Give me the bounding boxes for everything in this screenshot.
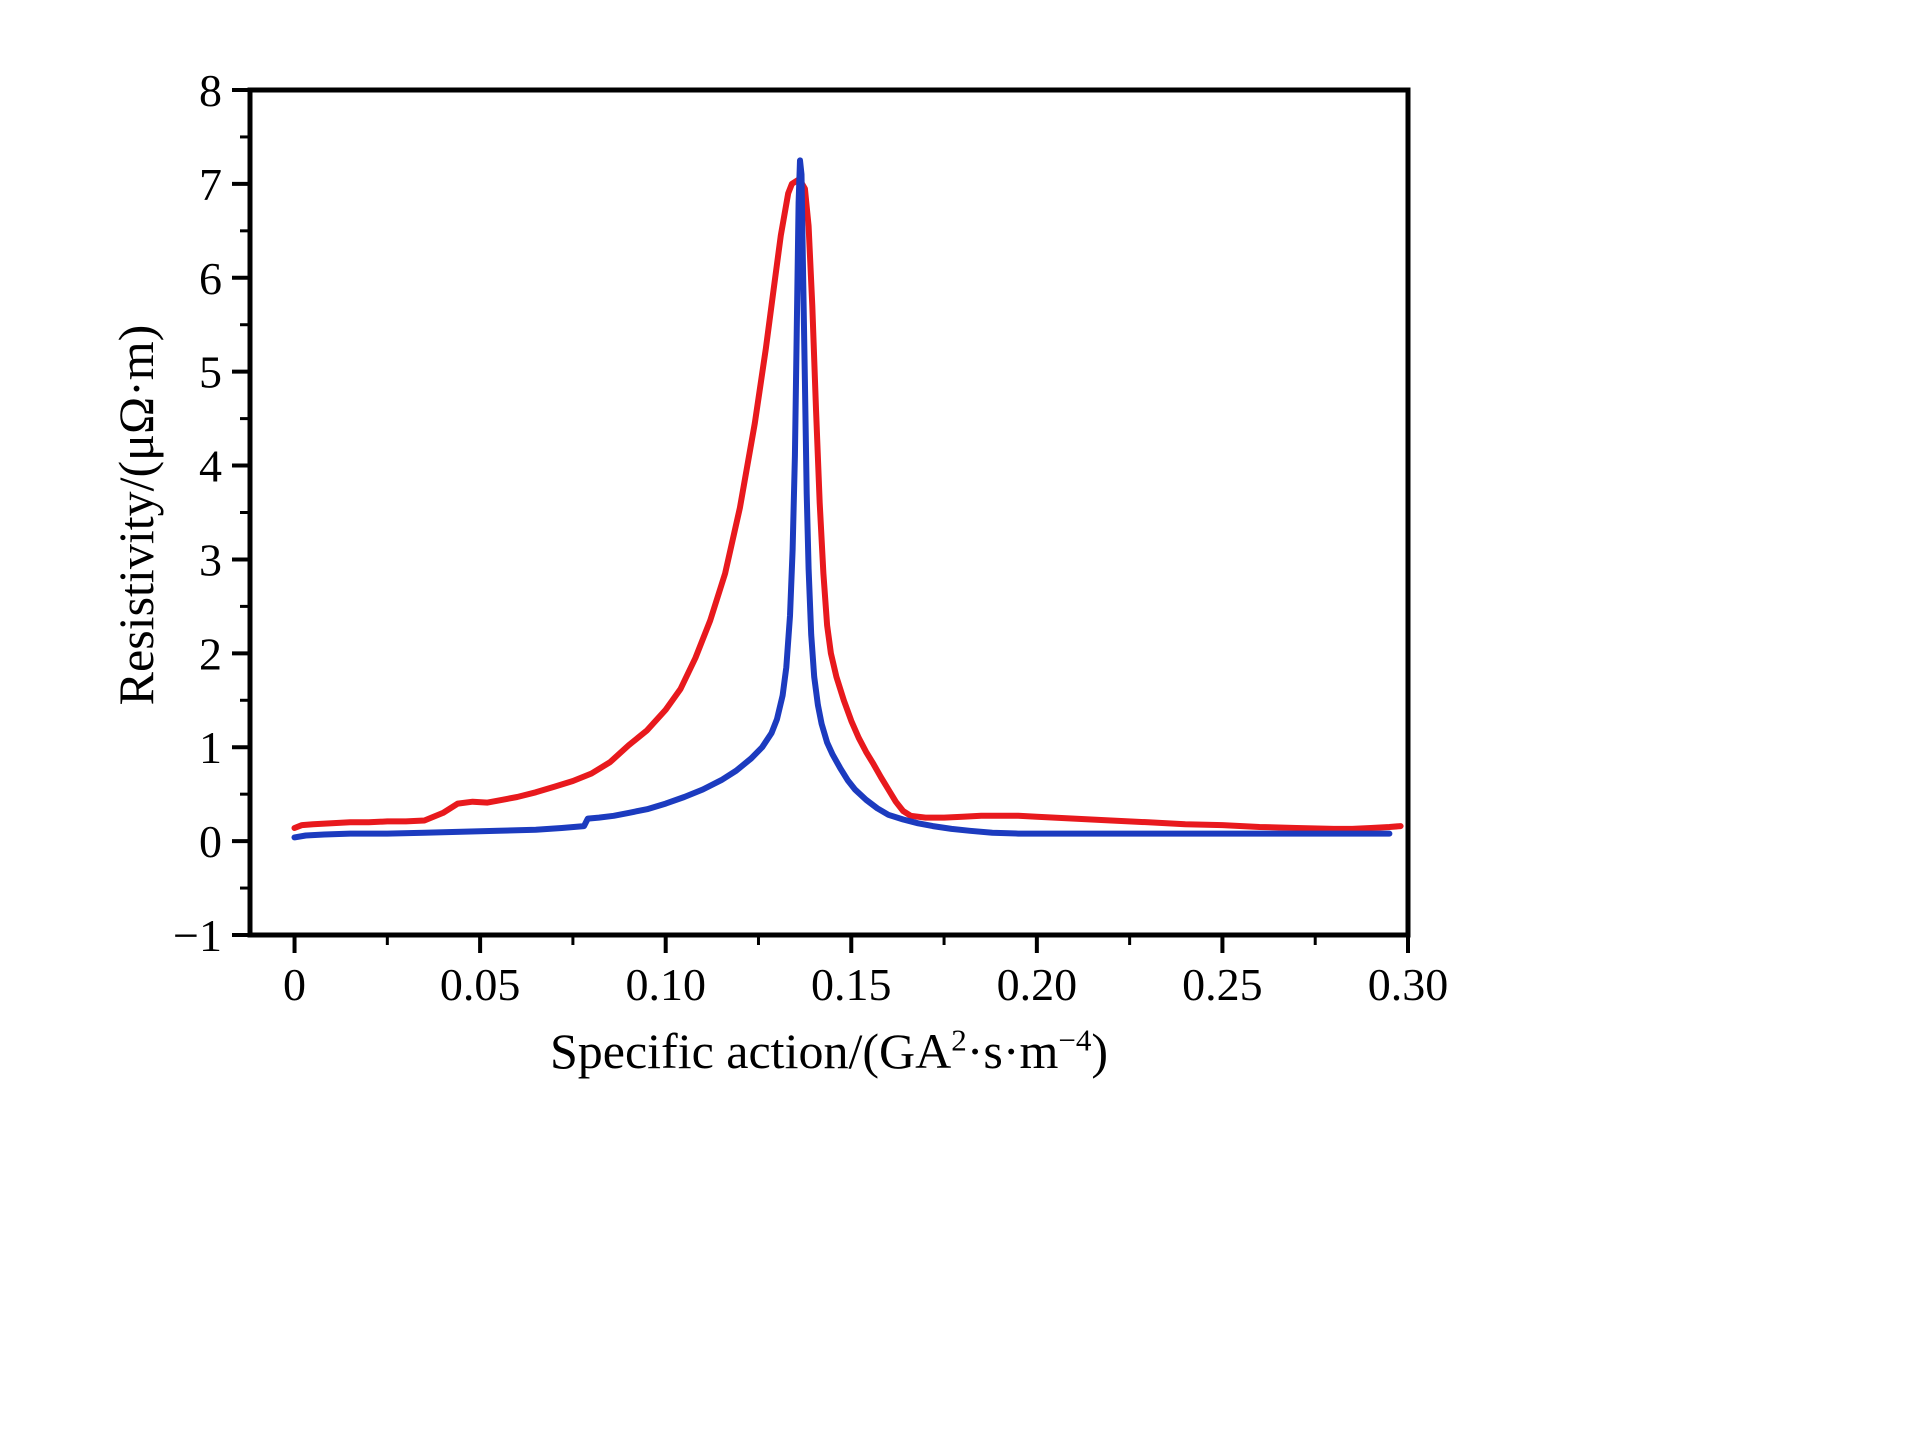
y-tick-label: 6 bbox=[199, 253, 222, 304]
y-tick-label: 0 bbox=[199, 816, 222, 867]
y-axis-title: Resistivity/(μΩ·m) bbox=[107, 325, 165, 706]
y-tick-label: 2 bbox=[199, 628, 222, 679]
y-tick-label: 8 bbox=[199, 65, 222, 116]
x-tick-label: 0.10 bbox=[625, 959, 706, 1010]
y-tick-label: 5 bbox=[199, 347, 222, 398]
x-axis-title-exponent: 2 bbox=[951, 1022, 967, 1058]
x-tick-label: 0.25 bbox=[1182, 959, 1263, 1010]
x-axis-title-neg-exponent: −4 bbox=[1058, 1022, 1092, 1058]
x-tick-label: 0.05 bbox=[440, 959, 521, 1010]
plot-frame bbox=[247, 87, 1411, 938]
y-tick-label: 1 bbox=[199, 722, 222, 773]
x-axis-title: Specific action/(GA2·s·m−4) bbox=[250, 1022, 1408, 1080]
y-tick-label: 7 bbox=[199, 159, 222, 210]
x-axis-title-prefix: Specific action/(GA bbox=[549, 1023, 952, 1079]
y-tick-label: −1 bbox=[173, 910, 222, 961]
y-tick-label: 3 bbox=[199, 534, 222, 585]
red-curve-line bbox=[291, 176, 1404, 832]
x-tick-label: 0.20 bbox=[997, 959, 1078, 1010]
y-axis-title-text: Resistivity/(μΩ·m) bbox=[108, 324, 164, 706]
y-tick-label: 4 bbox=[199, 441, 222, 492]
x-tick-label: 0.30 bbox=[1368, 959, 1449, 1010]
x-axis-title-middle: ·s·m bbox=[966, 1023, 1059, 1079]
blue-curve-line bbox=[291, 157, 1393, 841]
x-axis-title-suffix: ) bbox=[1091, 1023, 1109, 1079]
x-tick-label: 0.15 bbox=[811, 959, 892, 1010]
x-tick-label: 0 bbox=[283, 959, 306, 1010]
